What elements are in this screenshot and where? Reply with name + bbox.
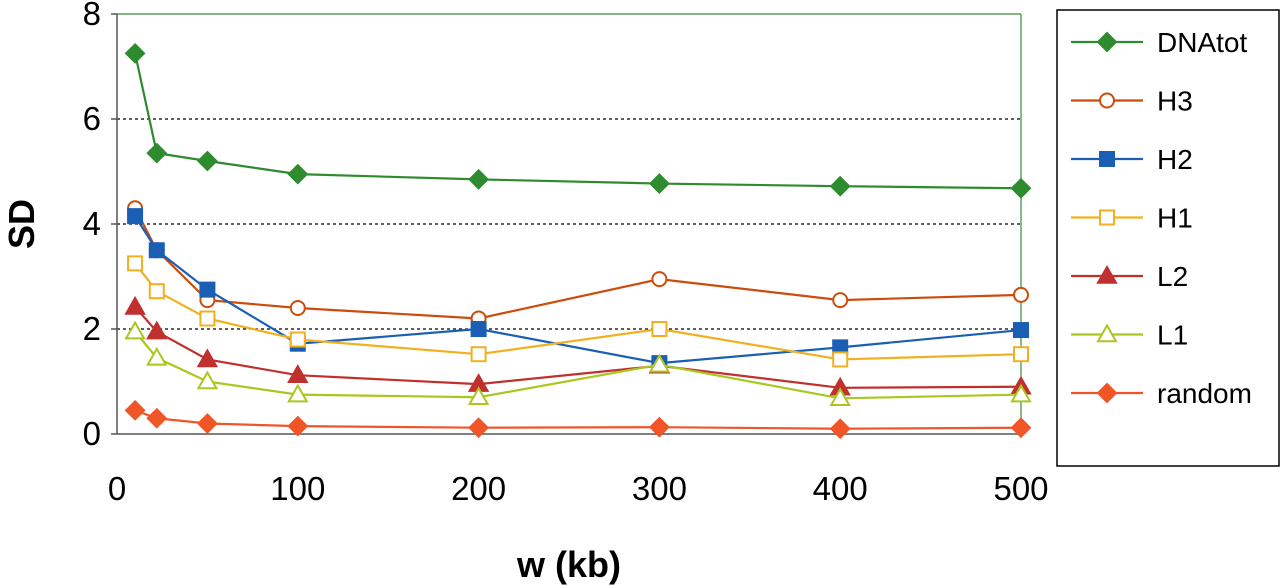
x-tick-label: 500 xyxy=(993,470,1048,507)
data-point-h2 xyxy=(127,208,144,225)
data-point-dnatot xyxy=(648,173,670,194)
data-point-l1 xyxy=(467,386,490,405)
data-point-h1 xyxy=(470,346,487,363)
data-point-random xyxy=(829,418,851,440)
series-line-h2 xyxy=(134,215,1022,365)
legend-item-h1: H1 xyxy=(1071,203,1193,234)
legend-item-h2: H2 xyxy=(1071,144,1193,175)
x-tick-label: 300 xyxy=(632,470,687,507)
data-point-h1 xyxy=(832,351,849,368)
series-random xyxy=(124,399,1032,440)
data-point-h3 xyxy=(832,292,849,309)
legend-marker-random xyxy=(1096,382,1118,404)
legend: DNAtot H3 H2 H1 L2 L1 random xyxy=(1071,27,1252,409)
y-tick-label: 2 xyxy=(83,310,101,347)
legend-marker-h3 xyxy=(1099,92,1115,109)
data-point-l1 xyxy=(829,387,851,407)
legend-marker-h1 xyxy=(1099,209,1115,226)
legend-item-random: random xyxy=(1071,378,1252,409)
legend-label-l2: L2 xyxy=(1157,261,1188,292)
data-point-dnatot xyxy=(829,175,851,197)
data-point-h2 xyxy=(1013,322,1029,339)
legend-label-h3: H3 xyxy=(1157,86,1193,117)
tick-labels: 0 2 4 6 8 0 100 200 300 400 500 xyxy=(83,0,1049,507)
data-point-dnatot xyxy=(287,163,309,185)
data-point-l2 xyxy=(287,364,309,383)
legend-label-random: random xyxy=(1157,378,1252,409)
series-l1 xyxy=(124,320,1032,407)
data-point-random xyxy=(196,413,218,434)
data-point-l1 xyxy=(124,320,146,340)
data-point-h2 xyxy=(470,321,487,337)
data-point-h1 xyxy=(651,321,668,337)
y-tick-label: 6 xyxy=(83,100,101,137)
legend-box xyxy=(1056,9,1280,467)
data-point-h1 xyxy=(148,283,165,300)
x-axis-title: w (kb) xyxy=(516,544,621,585)
data-point-h3 xyxy=(1013,286,1029,303)
data-point-dnatot xyxy=(124,42,146,64)
y-axis-title: SD xyxy=(1,199,42,249)
data-point-l2 xyxy=(146,320,168,340)
data-point-h2 xyxy=(148,242,165,259)
legend-item-l2: L2 xyxy=(1071,261,1188,292)
data-point-dnatot xyxy=(196,150,218,172)
legend-label-h1: H1 xyxy=(1157,203,1193,234)
legend-marker-l1 xyxy=(1096,323,1118,343)
y-tick-label: 0 xyxy=(83,415,101,452)
data-point-h3 xyxy=(289,300,306,316)
data-point-l1 xyxy=(1010,383,1032,403)
data-point-random xyxy=(648,416,670,438)
legend-label-h2: H2 xyxy=(1157,144,1193,175)
gridlines xyxy=(117,118,1021,330)
series-line-h1 xyxy=(134,262,1022,361)
data-point-random xyxy=(124,399,146,421)
data-point-dnatot xyxy=(146,142,168,164)
data-point-l1 xyxy=(287,383,309,403)
data-point-l1 xyxy=(146,346,168,366)
data-point-random xyxy=(287,415,309,437)
data-point-random xyxy=(146,407,168,429)
data-point-h1 xyxy=(1013,346,1029,363)
x-tick-label: 0 xyxy=(108,470,126,507)
legend-item-dnatot: DNAtot xyxy=(1071,27,1247,58)
x-tick-label: 200 xyxy=(451,470,506,507)
data-point-l2 xyxy=(124,295,146,315)
legend-label-dnatot: DNAtot xyxy=(1157,27,1247,58)
data-point-l1 xyxy=(196,370,219,390)
x-tick-label: 100 xyxy=(270,470,325,507)
data-point-dnatot xyxy=(468,168,490,190)
data-point-h1 xyxy=(199,310,216,327)
data-point-l1 xyxy=(648,353,671,373)
data-point-h1 xyxy=(289,331,306,348)
legend-item-h3: H3 xyxy=(1071,86,1193,117)
data-point-dnatot xyxy=(1010,177,1032,199)
data-point-random xyxy=(468,417,490,439)
legend-marker-h2 xyxy=(1099,151,1115,167)
series-dnatot xyxy=(124,42,1032,199)
legend-marker-dnatot xyxy=(1096,31,1118,53)
x-tick-label: 400 xyxy=(813,470,868,507)
series-layer xyxy=(124,42,1032,440)
data-point-h2 xyxy=(199,281,216,298)
data-point-random xyxy=(1010,417,1032,439)
series-line-h3 xyxy=(134,207,1022,320)
data-point-l2 xyxy=(196,348,219,368)
legend-marker-l2 xyxy=(1096,264,1118,284)
y-tick-label: 8 xyxy=(83,0,101,32)
y-tick-label: 4 xyxy=(83,205,101,242)
legend-label-l1: L1 xyxy=(1157,320,1188,351)
legend-item-l1: L1 xyxy=(1071,320,1188,351)
data-point-h1 xyxy=(127,255,144,272)
axes xyxy=(111,13,1022,435)
data-point-h3 xyxy=(651,271,668,288)
series-h1 xyxy=(127,255,1029,368)
